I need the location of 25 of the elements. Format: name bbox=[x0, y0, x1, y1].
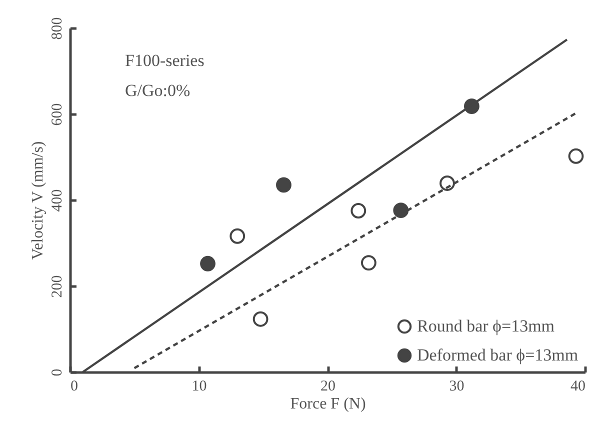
y-tick-label: 600 bbox=[50, 103, 66, 126]
x-tick-label: 20 bbox=[320, 378, 336, 394]
point bbox=[200, 256, 216, 272]
y-tick-label: 200 bbox=[50, 275, 66, 298]
x-tick-label: 30 bbox=[449, 378, 464, 394]
point bbox=[393, 202, 409, 218]
point bbox=[230, 228, 246, 244]
legend-label: Deformed bar ϕ=13mm bbox=[417, 346, 578, 364]
point bbox=[360, 255, 376, 270]
x-tick-label: 10 bbox=[192, 378, 207, 394]
annotation: G/Go:0% bbox=[125, 81, 190, 100]
y-tick-label: 800 bbox=[50, 17, 66, 40]
x-tick-label: 40 bbox=[570, 378, 586, 394]
point bbox=[276, 177, 292, 193]
point bbox=[350, 203, 366, 218]
y-tick-label: 400 bbox=[50, 189, 66, 212]
legend-label: Round bar ϕ=13mm bbox=[417, 316, 555, 336]
point bbox=[252, 311, 268, 327]
point bbox=[440, 176, 455, 191]
x-axis-title: Force F (N) bbox=[290, 396, 366, 412]
y-axis-title: Velocity V (mm/s) bbox=[30, 141, 46, 260]
annotation: F100-series bbox=[125, 51, 204, 70]
point bbox=[568, 148, 584, 164]
y-tick-label: 0 bbox=[50, 368, 66, 376]
x-tick-label: 0 bbox=[70, 378, 78, 394]
